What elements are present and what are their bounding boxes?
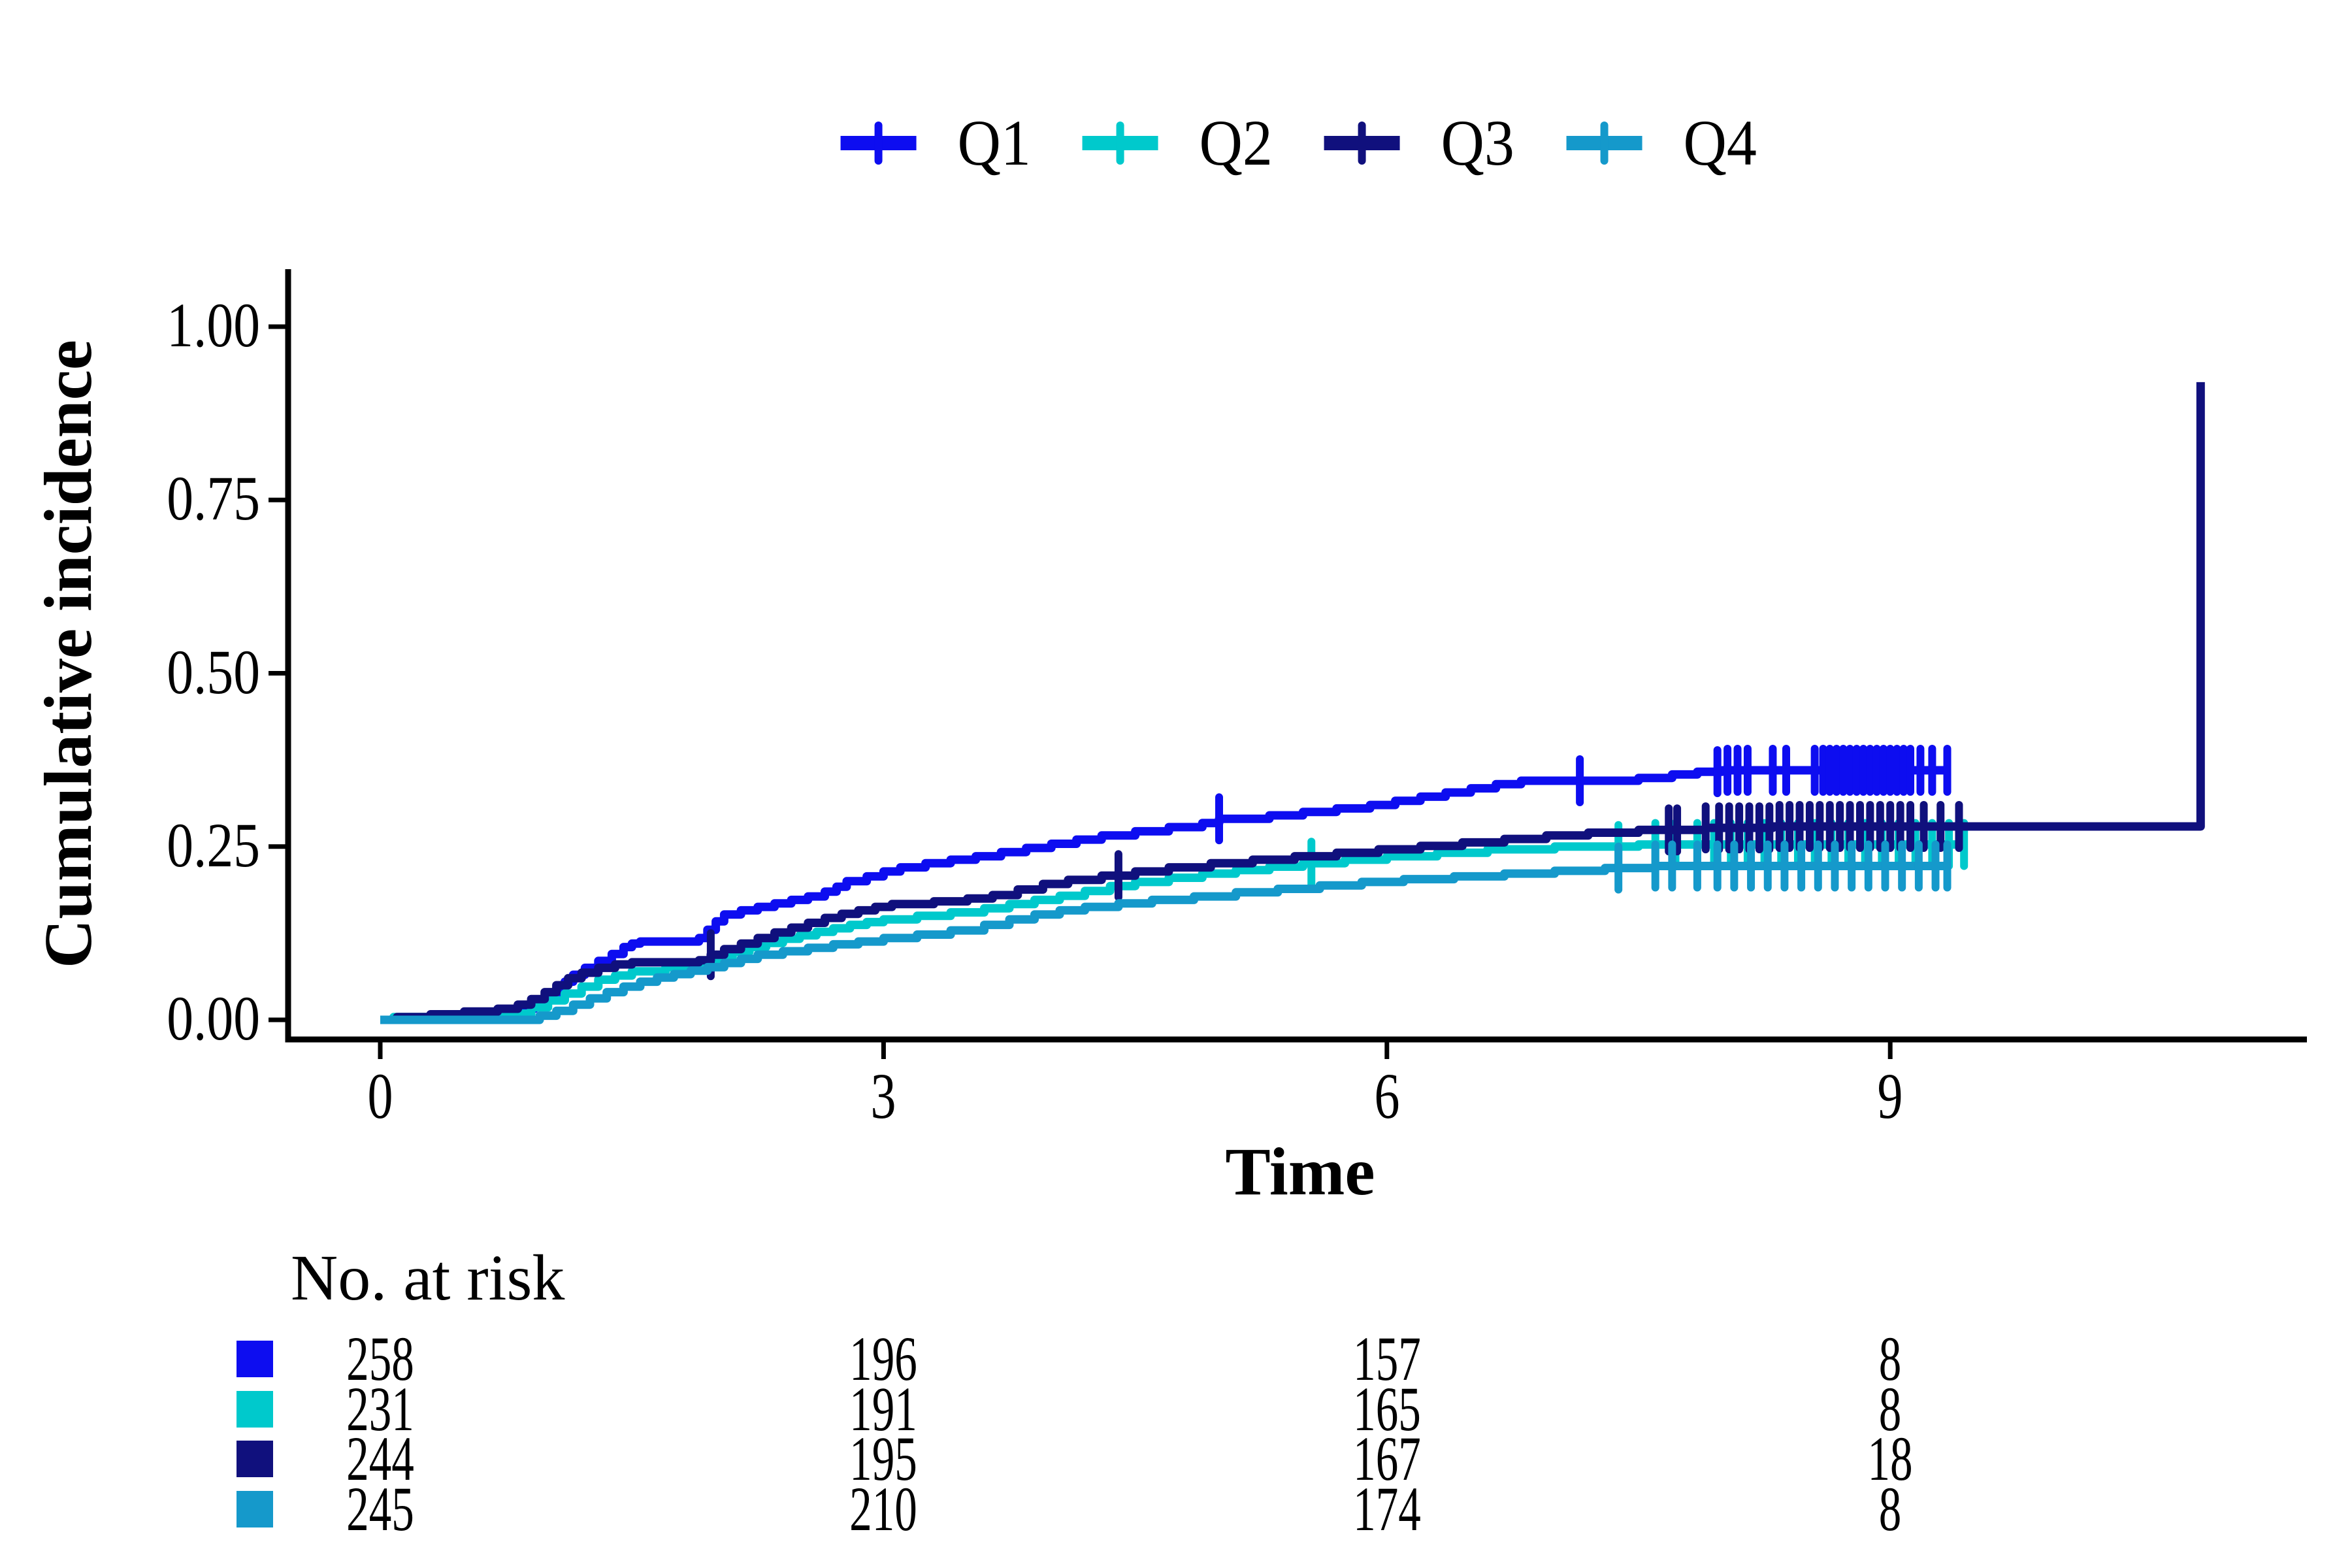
legend-label: Q4: [1683, 106, 1757, 179]
legend-tick-swatch: [1600, 122, 1609, 165]
censor-plus-icon: [1082, 120, 1158, 167]
censor-plus-icon: [840, 120, 917, 167]
censor-plus-icon: [1324, 120, 1400, 167]
risk-color-swatch: [237, 1491, 273, 1527]
risk-count: 157: [1352, 1324, 1421, 1394]
risk-count: 210: [849, 1474, 918, 1544]
y-tick-label: 0.75: [167, 463, 260, 534]
y-tick-label: 0.25: [167, 809, 260, 880]
risk-color-swatch: [237, 1441, 273, 1477]
legend-label: Q3: [1441, 106, 1515, 179]
legend: Q1 Q2 Q3 Q4: [840, 106, 1760, 179]
legend-tick-swatch: [874, 122, 883, 165]
y-tick-label: 1.00: [167, 290, 260, 361]
legend-tick-swatch: [1358, 122, 1366, 165]
legend-item-q2: Q2: [1082, 106, 1276, 179]
risk-count: 258: [346, 1324, 414, 1394]
legend-label: Q2: [1199, 106, 1273, 179]
risk-count: 167: [1352, 1424, 1421, 1494]
risk-count: 196: [849, 1324, 918, 1394]
risk-count: 191: [849, 1374, 918, 1444]
risk-table-header: No. at risk: [291, 1241, 565, 1314]
risk-count: 8: [1878, 1374, 1902, 1444]
legend-label: Q1: [957, 106, 1031, 179]
risk-count: 195: [849, 1424, 918, 1494]
survival-curve-Q3: [380, 382, 2205, 1024]
legend-item-q3: Q3: [1324, 110, 1518, 176]
risk-count: 8: [1878, 1474, 1902, 1544]
x-tick-label: 0: [367, 1060, 393, 1132]
risk-count: 245: [346, 1474, 414, 1544]
censor-plus-icon: [1566, 120, 1642, 167]
risk-count: 165: [1352, 1374, 1421, 1444]
legend-item-q4: Q4: [1566, 110, 1759, 176]
x-tick-label: 6: [1374, 1060, 1400, 1132]
y-axis-title: Cumulative incidence: [31, 340, 106, 968]
axis-lines: [285, 269, 2307, 1043]
legend-tick-swatch: [1116, 122, 1124, 165]
risk-color-swatch: [237, 1341, 273, 1377]
legend-item-q1: Q1: [840, 106, 1034, 179]
risk-count: 244: [346, 1424, 414, 1494]
y-tick-label: 0.00: [167, 983, 260, 1054]
survival-curve-Q2: [380, 840, 1966, 1024]
risk-count: 18: [1867, 1424, 1913, 1494]
survival-curve-Q4: [380, 862, 1948, 1024]
risk-count: 231: [346, 1374, 414, 1444]
risk-count: 174: [1352, 1474, 1421, 1544]
x-tick-label: 3: [870, 1060, 896, 1132]
x-tick-label: 9: [1877, 1060, 1903, 1132]
x-axis-title: Time: [1225, 1134, 1375, 1209]
risk-count: 8: [1878, 1324, 1902, 1394]
risk-color-swatch: [237, 1391, 273, 1428]
y-tick-label: 0.50: [167, 636, 260, 707]
